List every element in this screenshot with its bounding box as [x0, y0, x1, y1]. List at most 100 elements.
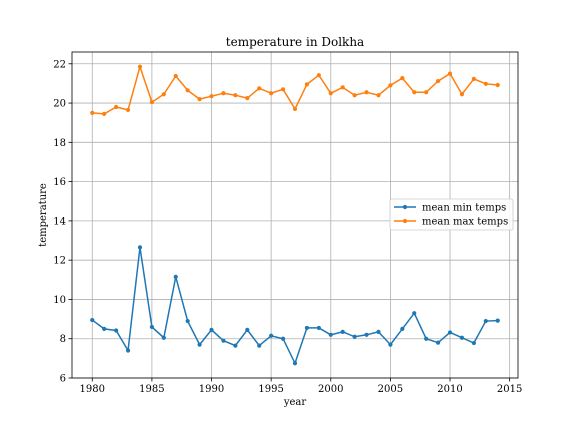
axis-ticks: 1980 1985 1990 1995 2000 2005 2010 2015 6 8 10 12 14…: [53, 59, 522, 395]
data-point: [400, 76, 405, 81]
chart-title: temperature in Dolkha: [226, 35, 364, 49]
x-tick-label: 1980: [80, 384, 105, 395]
legend-box: [389, 198, 514, 231]
data-point: [137, 64, 143, 69]
data-point: [233, 343, 238, 348]
y-tick-label: 20: [53, 99, 66, 110]
data-point: [280, 336, 286, 341]
data-point: [364, 90, 369, 95]
data-point: [352, 334, 357, 339]
data-point: [269, 333, 274, 338]
data-point: [459, 335, 465, 340]
x-axis-label: year: [283, 397, 307, 408]
legend-swatch-marker: [402, 218, 408, 224]
data-point: [376, 329, 381, 334]
data-point: [483, 318, 488, 324]
data-point: [412, 311, 417, 316]
data-point: [102, 111, 107, 116]
data-point: [149, 324, 154, 330]
x-tick-label: 2010: [437, 384, 462, 395]
data-point: [328, 91, 333, 96]
data-point: [447, 330, 453, 335]
x-tick-label: 2005: [378, 384, 403, 395]
data-point: [400, 326, 405, 332]
data-point: [245, 96, 250, 101]
data-point: [304, 325, 310, 331]
data-point: [137, 245, 143, 250]
x-tick-label: 2000: [318, 384, 343, 395]
y-tick-label: 18: [53, 138, 66, 149]
data-point: [269, 91, 274, 96]
series-group: [90, 64, 500, 366]
legend-swatch-marker: [402, 204, 408, 210]
data-point: [280, 87, 286, 92]
data-point: [292, 361, 298, 366]
x-tick-label: 2015: [497, 384, 522, 395]
data-point: [483, 81, 488, 86]
data-point: [197, 97, 202, 102]
data-point: [328, 332, 333, 337]
data-point: [292, 106, 298, 112]
data-point: [364, 332, 369, 337]
data-point: [495, 318, 500, 323]
data-point: [388, 342, 393, 347]
data-point: [185, 88, 190, 93]
data-point: [459, 92, 465, 97]
data-point: [161, 335, 166, 340]
data-point: [90, 317, 95, 323]
data-point: [221, 91, 226, 96]
data-point: [173, 73, 178, 79]
data-point: [388, 83, 393, 88]
data-point: [173, 274, 178, 279]
y-tick-label: 12: [53, 256, 66, 267]
data-point: [424, 90, 429, 95]
legend-label: mean min temps: [422, 203, 506, 214]
y-axis-label: temperature: [38, 183, 49, 247]
data-point: [149, 99, 154, 105]
data-point: [436, 78, 441, 84]
y-tick-label: 8: [60, 334, 66, 345]
y-tick-label: 10: [53, 295, 66, 306]
legend-label: mean max temps: [422, 217, 508, 228]
data-point: [197, 342, 202, 347]
data-point: [495, 82, 500, 88]
data-point: [257, 86, 262, 91]
data-point: [161, 92, 166, 97]
data-point: [424, 336, 429, 341]
data-point: [352, 93, 357, 98]
data-point: [114, 328, 119, 333]
data-point: [221, 338, 226, 343]
data-point: [209, 94, 214, 99]
data-point: [340, 85, 345, 90]
data-point: [471, 76, 476, 82]
y-tick-label: 6: [60, 374, 66, 385]
y-tick-label: 14: [53, 216, 66, 227]
data-point: [185, 318, 190, 324]
x-tick-label: 1990: [199, 384, 224, 395]
data-point: [436, 340, 441, 345]
legend: mean min temps mean max temps: [389, 198, 514, 231]
data-point: [233, 93, 238, 98]
y-tick-label: 16: [53, 177, 66, 188]
data-point: [304, 82, 310, 87]
data-point: [257, 343, 262, 348]
data-point: [471, 340, 476, 346]
y-tick-label: 22: [53, 59, 66, 70]
data-point: [90, 110, 95, 115]
data-point: [316, 73, 321, 78]
data-point: [114, 104, 119, 110]
x-tick-label: 1995: [258, 384, 283, 395]
data-point: [447, 71, 453, 76]
x-tick-label: 1985: [139, 384, 164, 395]
data-point: [125, 348, 131, 353]
data-point: [125, 107, 131, 113]
data-point: [245, 327, 250, 332]
data-point: [209, 327, 214, 332]
data-point: [340, 329, 345, 334]
data-point: [376, 93, 381, 98]
plot-frame: [71, 51, 519, 379]
data-point: [412, 90, 417, 95]
data-point: [102, 326, 107, 332]
data-point: [316, 325, 321, 331]
